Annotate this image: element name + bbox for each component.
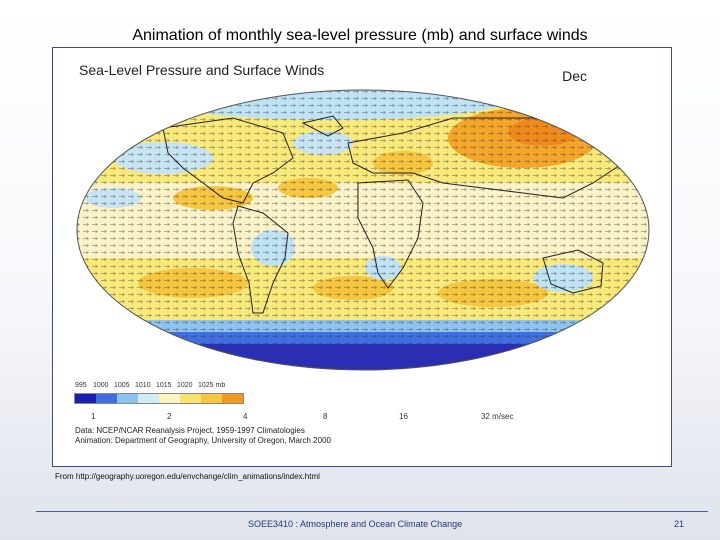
colorbar-swatch (138, 394, 159, 403)
footer-rule (36, 511, 708, 512)
data-credit: Data: NCEP/NCAR Reanalysis Project, 1959… (75, 426, 305, 435)
pressure-colorbar (74, 393, 244, 404)
pressure-map (76, 89, 650, 371)
australia-coast (542, 249, 604, 294)
wind-scale: 1 2 4 8 16 32 m/sec (75, 412, 513, 424)
africa-coast (357, 179, 424, 289)
map-frame: Sea-Level Pressure and Surface Winds Dec (52, 47, 672, 481)
coastlines (162, 115, 624, 314)
colorbar-swatch (180, 394, 201, 403)
wind-tick-label: 4 (243, 412, 248, 421)
wind-tick-label: 32 m/sec (481, 412, 514, 421)
pressure-tick-label: 1015 (156, 382, 172, 389)
greenland-coast (301, 115, 344, 137)
pressure-tick-label: 1000 (93, 382, 109, 389)
pressure-tick-label: 1020 (177, 382, 193, 389)
pressure-tick-label: 1010 (135, 382, 151, 389)
eurasia-coast (347, 117, 624, 199)
pressure-tick-label: 1025 mb (198, 382, 226, 389)
wind-tick-label: 16 (399, 412, 408, 421)
wind-tick-label: 2 (167, 412, 172, 421)
wind-tick-label: 1 (91, 412, 96, 421)
north-america-coast (162, 117, 294, 204)
south-america-coast (232, 205, 289, 314)
pressure-tick-label: 1005 (114, 382, 130, 389)
colorbar-swatch (75, 394, 96, 403)
wind-tick-label: 8 (323, 412, 328, 421)
globe-outline (76, 89, 650, 371)
colorbar-swatch (117, 394, 138, 403)
colorbar-swatch (159, 394, 180, 403)
page-number: 21 (674, 519, 685, 529)
slide-title: Animation of monthly sea-level pressure … (132, 27, 588, 44)
footer-course-label: SOEE3410 : Atmosphere and Ocean Climate … (248, 519, 463, 529)
pressure-tick-label: 995 (75, 382, 87, 389)
animation-credit: Animation: Department of Geography, Univ… (75, 436, 331, 445)
colorbar-swatch (201, 394, 222, 403)
source-link[interactable]: From http://geography.uoregon.edu/envcha… (55, 472, 320, 481)
map-heading: Sea-Level Pressure and Surface Winds (79, 62, 325, 78)
pressure-scale-labels: 995 1000 1005 1010 1015 1020 1025 mb (75, 382, 235, 394)
colorbar-swatch (222, 394, 243, 403)
wind-vectors (77, 90, 649, 370)
map-month-label: Dec (562, 68, 587, 84)
colorbar-swatch (96, 394, 117, 403)
